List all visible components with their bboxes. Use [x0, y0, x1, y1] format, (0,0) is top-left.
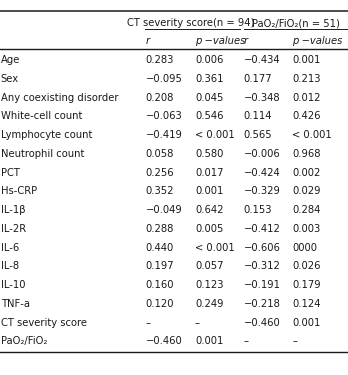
Text: −0.460: −0.460 [145, 336, 182, 346]
Text: −0.348: −0.348 [244, 93, 280, 103]
Text: CT severity score: CT severity score [1, 318, 87, 328]
Text: −0.095: −0.095 [145, 74, 182, 84]
Text: 0.045: 0.045 [195, 93, 223, 103]
Text: r: r [145, 36, 150, 46]
Text: 0.003: 0.003 [292, 224, 321, 234]
Text: 0.177: 0.177 [244, 74, 272, 84]
Text: 0.284: 0.284 [292, 205, 321, 215]
Text: p −values: p −values [292, 36, 343, 46]
Text: –: – [292, 336, 297, 346]
Text: CT severity score(n = 94): CT severity score(n = 94) [127, 18, 255, 28]
Text: 0.026: 0.026 [292, 261, 321, 272]
Text: 0.012: 0.012 [292, 93, 321, 103]
Text: −0.218: −0.218 [244, 299, 280, 309]
Text: 0.005: 0.005 [195, 224, 223, 234]
Text: −0.606: −0.606 [244, 243, 280, 253]
Text: 0.580: 0.580 [195, 149, 223, 159]
Text: Age: Age [1, 55, 20, 65]
Text: IL-10: IL-10 [1, 280, 25, 290]
Text: 0.288: 0.288 [145, 224, 174, 234]
Text: −0.049: −0.049 [145, 205, 182, 215]
Text: 0.124: 0.124 [292, 299, 321, 309]
Text: PaO₂/FiO₂(n = 51): PaO₂/FiO₂(n = 51) [252, 18, 340, 28]
Text: Neutrophil count: Neutrophil count [1, 149, 84, 159]
Text: 0.001: 0.001 [292, 55, 321, 65]
Text: −0.006: −0.006 [244, 149, 280, 159]
Text: IL-1β: IL-1β [1, 205, 25, 215]
Text: < 0.001: < 0.001 [292, 130, 332, 140]
Text: −0.191: −0.191 [244, 280, 280, 290]
Text: PaO₂/FiO₂: PaO₂/FiO₂ [1, 336, 47, 346]
Text: 0.001: 0.001 [292, 318, 321, 328]
Text: IL-8: IL-8 [1, 261, 19, 272]
Text: −0.434: −0.434 [244, 55, 280, 65]
Text: 0.153: 0.153 [244, 205, 272, 215]
Text: −0.460: −0.460 [244, 318, 280, 328]
Text: 0.213: 0.213 [292, 74, 321, 84]
Text: 0.968: 0.968 [292, 149, 321, 159]
Text: p −values: p −values [195, 36, 245, 46]
Text: < 0.001: < 0.001 [195, 243, 235, 253]
Text: 0.283: 0.283 [145, 55, 174, 65]
Text: −0.329: −0.329 [244, 186, 280, 196]
Text: IL-2R: IL-2R [1, 224, 26, 234]
Text: 0.197: 0.197 [145, 261, 174, 272]
Text: 0.006: 0.006 [195, 55, 223, 65]
Text: −0.312: −0.312 [244, 261, 280, 272]
Text: 0.352: 0.352 [145, 186, 174, 196]
Text: −0.424: −0.424 [244, 168, 280, 178]
Text: TNF-a: TNF-a [1, 299, 30, 309]
Text: 0.001: 0.001 [195, 336, 223, 346]
Text: 0.546: 0.546 [195, 111, 223, 122]
Text: 0.001: 0.001 [195, 186, 223, 196]
Text: 0.208: 0.208 [145, 93, 174, 103]
Text: 0.123: 0.123 [195, 280, 223, 290]
Text: 0.057: 0.057 [195, 261, 223, 272]
Text: –: – [244, 336, 248, 346]
Text: 0.249: 0.249 [195, 299, 223, 309]
Text: −0.419: −0.419 [145, 130, 182, 140]
Text: 0.440: 0.440 [145, 243, 174, 253]
Text: Any coexisting disorder: Any coexisting disorder [1, 93, 118, 103]
Text: Hs-CRP: Hs-CRP [1, 186, 37, 196]
Text: White-cell count: White-cell count [1, 111, 82, 122]
Text: 0.179: 0.179 [292, 280, 321, 290]
Text: r: r [244, 36, 248, 46]
Text: < 0.001: < 0.001 [195, 130, 235, 140]
Text: −0.063: −0.063 [145, 111, 182, 122]
Text: 0.426: 0.426 [292, 111, 321, 122]
Text: 0.002: 0.002 [292, 168, 321, 178]
Text: IL-6: IL-6 [1, 243, 19, 253]
Text: 0.114: 0.114 [244, 111, 272, 122]
Text: PCT: PCT [1, 168, 19, 178]
Text: 0.565: 0.565 [244, 130, 272, 140]
Text: 0000: 0000 [292, 243, 317, 253]
Text: −0.412: −0.412 [244, 224, 280, 234]
Text: 0.642: 0.642 [195, 205, 223, 215]
Text: Sex: Sex [1, 74, 19, 84]
Text: 0.058: 0.058 [145, 149, 174, 159]
Text: 0.029: 0.029 [292, 186, 321, 196]
Text: Lymphocyte count: Lymphocyte count [1, 130, 92, 140]
Text: 0.256: 0.256 [145, 168, 174, 178]
Text: –: – [145, 318, 150, 328]
Text: 0.160: 0.160 [145, 280, 174, 290]
Text: 0.120: 0.120 [145, 299, 174, 309]
Text: 0.017: 0.017 [195, 168, 223, 178]
Text: –: – [195, 318, 200, 328]
Text: 0.361: 0.361 [195, 74, 223, 84]
